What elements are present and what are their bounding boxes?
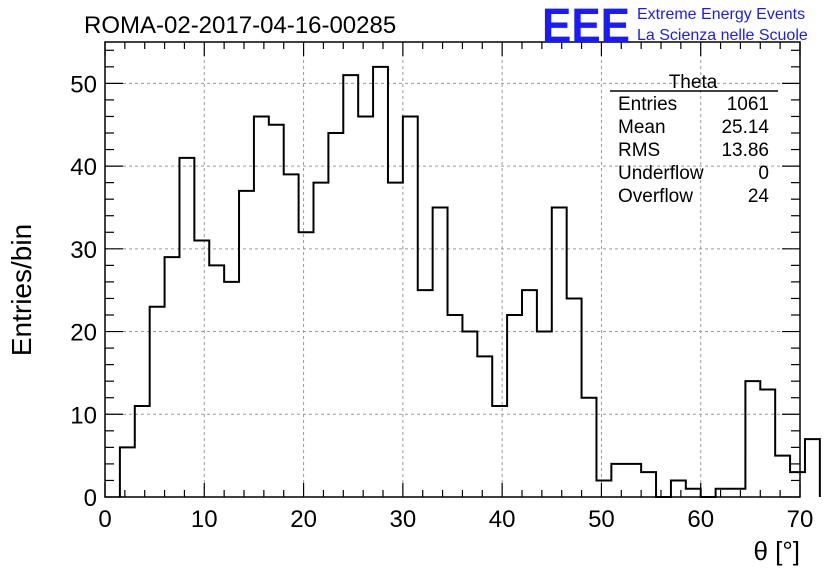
histogram-bin	[135, 406, 150, 497]
eee-logo: EEE Extreme Energy Events La Scienza nel…	[542, 0, 808, 53]
x-tick-label: 70	[787, 506, 814, 533]
x-tick-label: 0	[98, 506, 111, 533]
y-tick-label: 20	[70, 320, 97, 347]
histogram-bin	[418, 290, 433, 497]
logo-line-2: La Scienza nelle Scuole	[637, 27, 808, 44]
histogram-bin	[790, 472, 805, 497]
histogram-bin	[343, 75, 358, 497]
histogram-bin	[448, 315, 463, 497]
stats-label: Mean	[618, 117, 666, 138]
histogram-bin	[596, 480, 611, 497]
histogram-bin	[165, 257, 180, 497]
stats-rows: Entries 1061 Mean 25.14 RMS 13.86 Underflow 0 Ov…	[618, 94, 769, 207]
y-tick-label: 30	[70, 237, 97, 264]
x-tick-label: 40	[489, 506, 516, 533]
stats-value: 1061	[727, 94, 769, 115]
histogram-bin	[626, 464, 641, 497]
histogram-bin	[686, 489, 701, 497]
stats-value: 25.14	[721, 117, 769, 138]
y-tick-label: 10	[70, 402, 97, 429]
chart-title: ROMA-02-2017-04-16-00285	[84, 12, 396, 39]
histogram-bin	[582, 398, 597, 497]
histogram-bin	[552, 207, 567, 497]
stats-value: 0	[758, 163, 769, 184]
y-tick-label: 0	[84, 485, 97, 512]
histogram-bin	[477, 356, 492, 497]
histogram-bin	[745, 381, 760, 497]
x-axis-label: θ [°]	[753, 536, 800, 566]
histogram-bin	[388, 183, 403, 497]
histogram-bin	[641, 472, 656, 497]
grid-lines	[105, 42, 800, 497]
histogram-bin	[120, 447, 135, 497]
histogram-series	[118, 65, 821, 498]
histogram-bin	[254, 116, 269, 497]
histogram-bin	[194, 241, 209, 497]
histogram-bin	[731, 489, 746, 497]
x-tick-label: 10	[191, 506, 218, 533]
eee-logo-mark: EEE	[542, 0, 630, 53]
histogram-bin	[522, 290, 537, 497]
histogram-bin	[284, 174, 299, 497]
y-tick-label: 50	[70, 71, 97, 98]
histogram-bin	[328, 133, 343, 497]
histogram-bin	[373, 67, 388, 497]
stats-box: Theta Entries 1061 Mean 25.14 RMS 13.86 Underf…	[610, 72, 778, 207]
histogram-bin	[239, 191, 254, 497]
histogram-bin	[492, 406, 507, 497]
stats-value: 13.86	[721, 140, 769, 161]
tick-labels: 0 10 20 30 40 50 60 70 0 10 20 30 40 50	[70, 71, 813, 533]
y-tick-label: 40	[70, 154, 97, 181]
histogram-bin	[358, 116, 373, 497]
stats-label: Overflow	[618, 186, 693, 207]
histogram-bin	[150, 307, 165, 497]
x-tick-label: 30	[390, 506, 417, 533]
histogram-bin	[299, 232, 314, 497]
histogram-bin	[224, 282, 239, 497]
stats-label: Entries	[618, 94, 677, 115]
axes	[104, 41, 801, 498]
histogram-bin	[314, 183, 329, 497]
histogram-bin	[567, 298, 582, 497]
plot-frame	[104, 41, 801, 498]
x-tick-label: 60	[687, 506, 714, 533]
histogram-bin	[760, 389, 775, 497]
histogram-bin	[611, 464, 626, 497]
histogram-bin	[716, 489, 731, 497]
histogram-bin	[179, 158, 194, 497]
histogram-bin	[403, 116, 418, 497]
histogram-bin	[462, 332, 477, 497]
histogram-bin	[269, 125, 284, 497]
logo-line-1: Extreme Energy Events	[637, 6, 805, 23]
y-axis-label: Entries/bin	[6, 224, 37, 356]
histogram-bin	[433, 207, 448, 497]
stats-label: Underflow	[618, 163, 704, 184]
stats-title: Theta	[669, 72, 718, 93]
histogram-bin	[805, 439, 820, 497]
x-tick-label: 50	[588, 506, 615, 533]
histogram-bin	[671, 480, 686, 497]
x-tick-label: 20	[290, 506, 317, 533]
histogram-bin	[209, 265, 224, 497]
stats-value: 24	[748, 186, 770, 207]
histogram-bin	[537, 332, 552, 497]
histogram-bin	[507, 315, 522, 497]
histogram-bin	[775, 456, 790, 497]
stats-label: RMS	[618, 140, 660, 161]
